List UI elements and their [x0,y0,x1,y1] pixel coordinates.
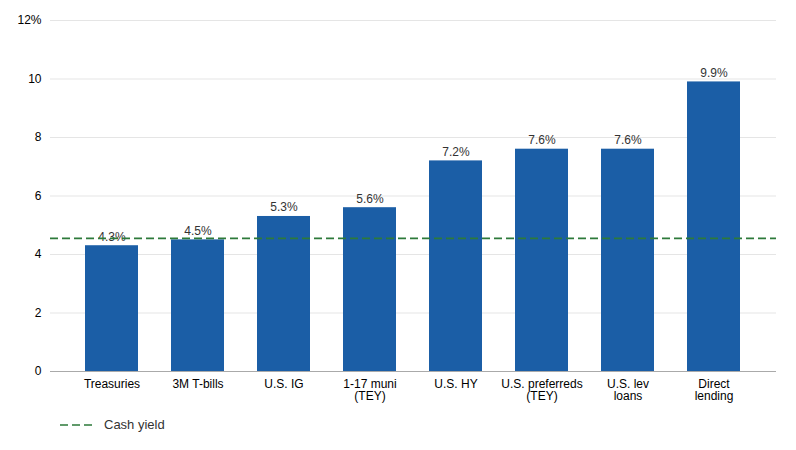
svg-text:4.3%: 4.3% [98,230,126,244]
svg-text:9.9%: 9.9% [700,66,728,80]
svg-text:3M T-bills: 3M T-bills [172,377,223,391]
html-text:Cash yield: Cash yield [104,417,165,432]
svg-text:2: 2 [35,306,42,320]
svg-text:Treasuries: Treasuries [84,377,140,391]
svg-text:4: 4 [35,247,42,261]
svg-text:U.S. IG: U.S. IG [264,377,303,391]
svg-text:1-17 muni(TEY): 1-17 muni(TEY) [343,377,396,403]
svg-text:5.6%: 5.6% [356,192,384,206]
svg-text:4.5%: 4.5% [184,224,212,238]
svg-text:U.S. preferreds(TEY): U.S. preferreds(TEY) [501,377,582,403]
svg-text:Directlending: Directlending [695,377,734,403]
svg-text:U.S. levloans: U.S. levloans [607,377,649,403]
svg-text:7.6%: 7.6% [614,133,642,147]
svg-text:8: 8 [35,130,42,144]
svg-text:6: 6 [35,189,42,203]
svg-text:7.6%: 7.6% [528,133,556,147]
svg-text:7.2%: 7.2% [442,145,470,159]
svg-text:12%: 12% [17,13,41,27]
svg-text:U.S. HY: U.S. HY [434,377,477,391]
svg-text:5.3%: 5.3% [270,200,298,214]
svg-text:10: 10 [28,72,42,86]
svg-text:0: 0 [35,364,42,378]
